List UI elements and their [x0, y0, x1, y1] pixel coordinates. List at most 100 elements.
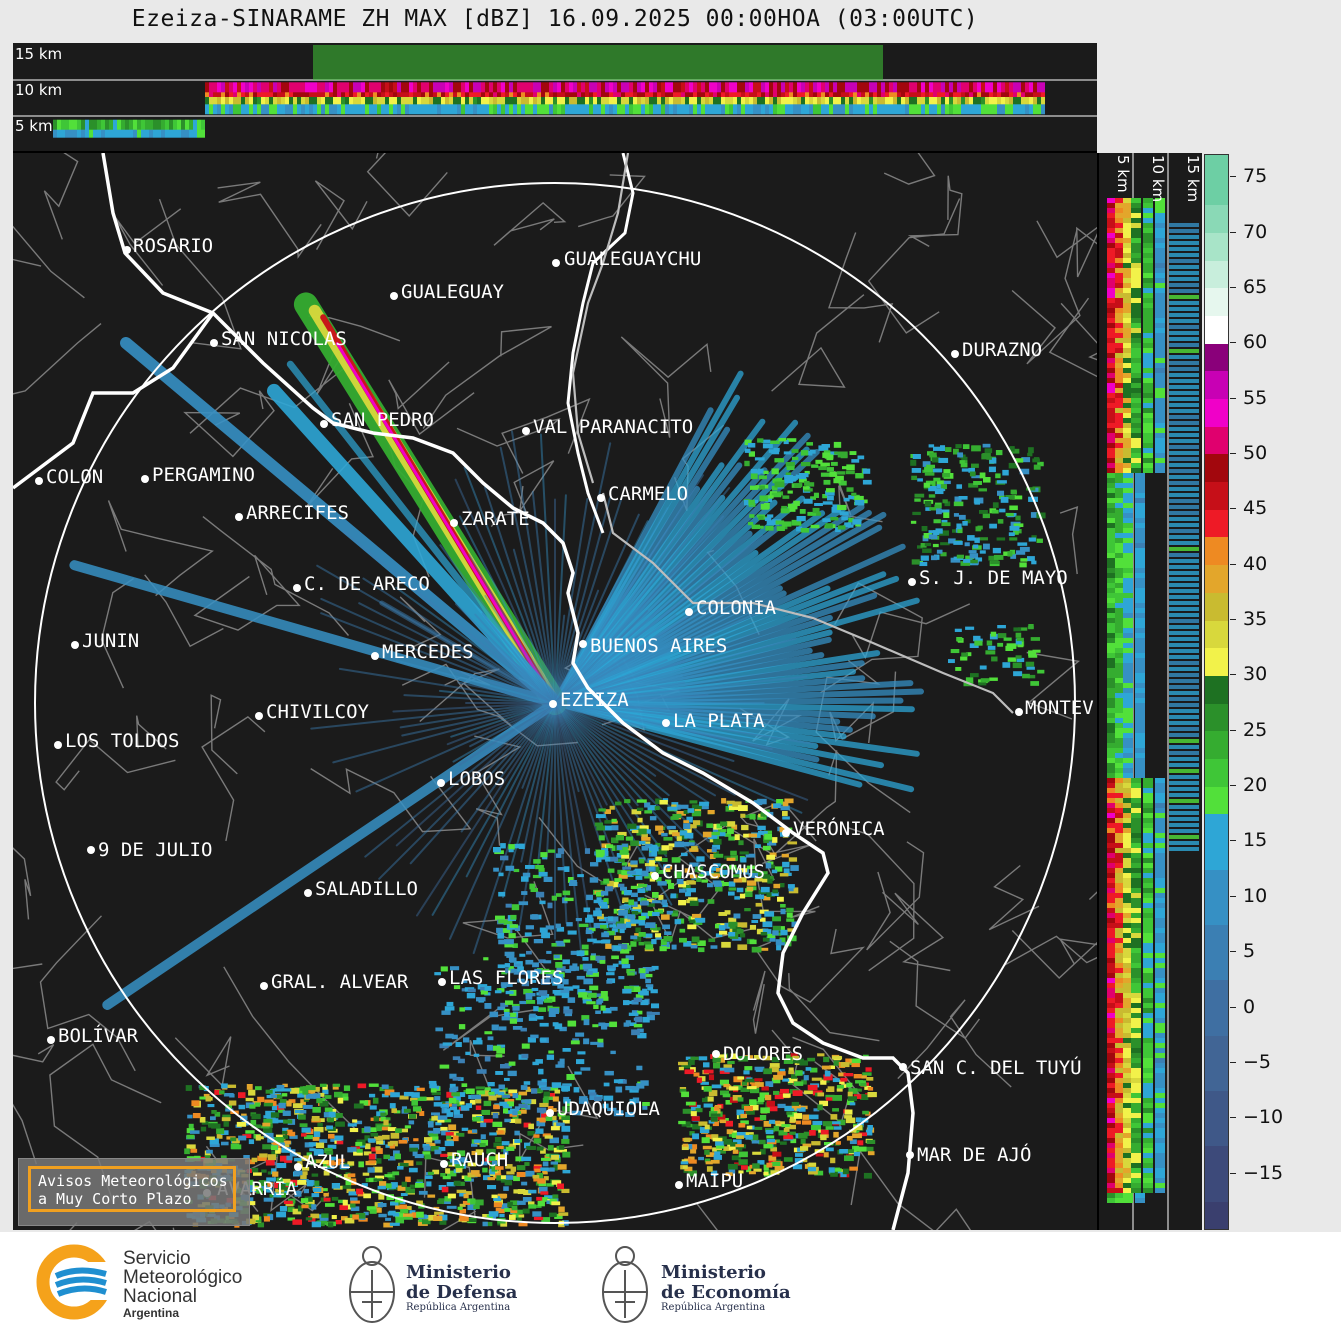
echo-cell — [713, 882, 723, 887]
echo-cell — [629, 1089, 639, 1093]
radar-ray — [395, 702, 556, 847]
echo-cell — [693, 820, 701, 826]
top-echo — [729, 98, 733, 115]
top-echo — [153, 119, 157, 130]
echo-cell — [635, 994, 644, 999]
echo-cell — [536, 1173, 544, 1179]
top-echo — [201, 123, 205, 138]
echo-cell — [461, 1083, 468, 1088]
echo-cell — [686, 881, 696, 885]
echo-cell — [207, 1104, 215, 1108]
echo-cell — [857, 1140, 864, 1146]
echo-cell — [650, 989, 658, 994]
echo-cell — [698, 1121, 708, 1126]
echo-cell — [757, 825, 766, 831]
city-marker — [450, 519, 458, 527]
echo-cell — [750, 468, 758, 474]
echo-cell — [611, 818, 617, 823]
right-echo — [1115, 478, 1125, 483]
echo-cell — [573, 1087, 580, 1093]
top-echo — [89, 119, 93, 130]
radar-ray — [554, 702, 583, 958]
echo-cell — [477, 984, 488, 990]
echo-cell — [689, 862, 699, 867]
echo-cell — [563, 939, 571, 943]
county-boundary — [183, 390, 275, 458]
right-echo — [1123, 478, 1133, 483]
right-echo — [1131, 243, 1141, 248]
right-echo — [1115, 333, 1125, 338]
echo-cell — [950, 557, 961, 563]
top-echo — [977, 98, 981, 115]
top-echo — [473, 82, 477, 93]
echo-cell — [964, 542, 970, 547]
echo-cell — [589, 985, 599, 991]
echo-cell — [957, 527, 963, 534]
echo-cell — [535, 891, 545, 898]
echo-cell — [860, 1094, 869, 1101]
echo-cell — [457, 1058, 465, 1064]
right-echo — [1115, 768, 1125, 773]
echo-cell — [811, 1141, 821, 1146]
echo-cell — [285, 1182, 296, 1186]
right-echo — [1123, 623, 1133, 628]
echo-cell — [581, 1015, 590, 1021]
echo-cell — [496, 1146, 504, 1150]
top-echo — [349, 98, 353, 115]
top-echo — [617, 98, 621, 115]
echo-cell — [363, 1151, 372, 1156]
echo-cell — [758, 831, 768, 835]
echo-cell — [608, 916, 614, 922]
right-echo — [1107, 383, 1117, 388]
echo-cell — [465, 1051, 471, 1056]
right-echo — [1107, 233, 1117, 238]
chart-title: Ezeiza-SINARAME ZH MAX [dBZ] 16.09.2025 … — [131, 6, 979, 32]
right-echo — [1123, 728, 1133, 733]
top-echo — [1033, 98, 1037, 115]
right-echo — [1155, 408, 1165, 413]
echo-cell — [725, 1120, 733, 1127]
top-echo — [597, 82, 601, 93]
echo-cell — [775, 520, 785, 525]
echo-cell — [554, 992, 564, 996]
city-marker — [210, 339, 218, 347]
echo-cell — [481, 1109, 491, 1116]
echo-cell — [441, 1010, 451, 1015]
radar-ray — [310, 702, 556, 730]
echo-cell — [491, 1088, 500, 1095]
echo-cell — [728, 891, 735, 896]
echo-cell — [627, 823, 637, 829]
echo-cell — [577, 1051, 586, 1055]
echo-cell — [621, 958, 629, 964]
city-label: SAN C. DEL TUYÚ — [910, 1057, 1082, 1079]
right-echo — [1131, 213, 1141, 218]
right-echo — [1123, 733, 1133, 738]
echo-cell — [754, 1126, 763, 1130]
echo-cell — [998, 633, 1007, 639]
echo-cell — [826, 488, 835, 493]
echo-cell — [525, 865, 535, 869]
echo-cell — [303, 1155, 310, 1162]
right-echo — [1107, 358, 1117, 363]
echo-cell — [455, 1168, 463, 1173]
echo-cell — [505, 1146, 515, 1151]
echo-cell — [840, 1171, 847, 1178]
echo-cell — [867, 1087, 874, 1091]
echo-cell — [211, 1110, 217, 1114]
right-echo — [1107, 223, 1117, 228]
radar-map-panel[interactable]: ROSARIO GUALEGUAYCHU GUALEGUAY SAN NICOLAS D… — [13, 153, 1097, 1230]
right-echo — [1115, 508, 1125, 513]
echo-cell — [472, 1129, 478, 1133]
top-echo — [701, 90, 705, 105]
top-echo — [277, 98, 281, 115]
echo-cell — [929, 507, 937, 511]
echo-cell — [282, 1083, 288, 1088]
echo-cell — [515, 1018, 523, 1022]
echo-cell — [305, 1217, 313, 1221]
echo-cell — [1016, 550, 1026, 555]
top-echo — [249, 90, 253, 105]
echo-cell — [735, 1144, 744, 1148]
top-echo — [213, 82, 217, 93]
echo-cell — [767, 1106, 778, 1112]
top-echo — [905, 82, 909, 93]
